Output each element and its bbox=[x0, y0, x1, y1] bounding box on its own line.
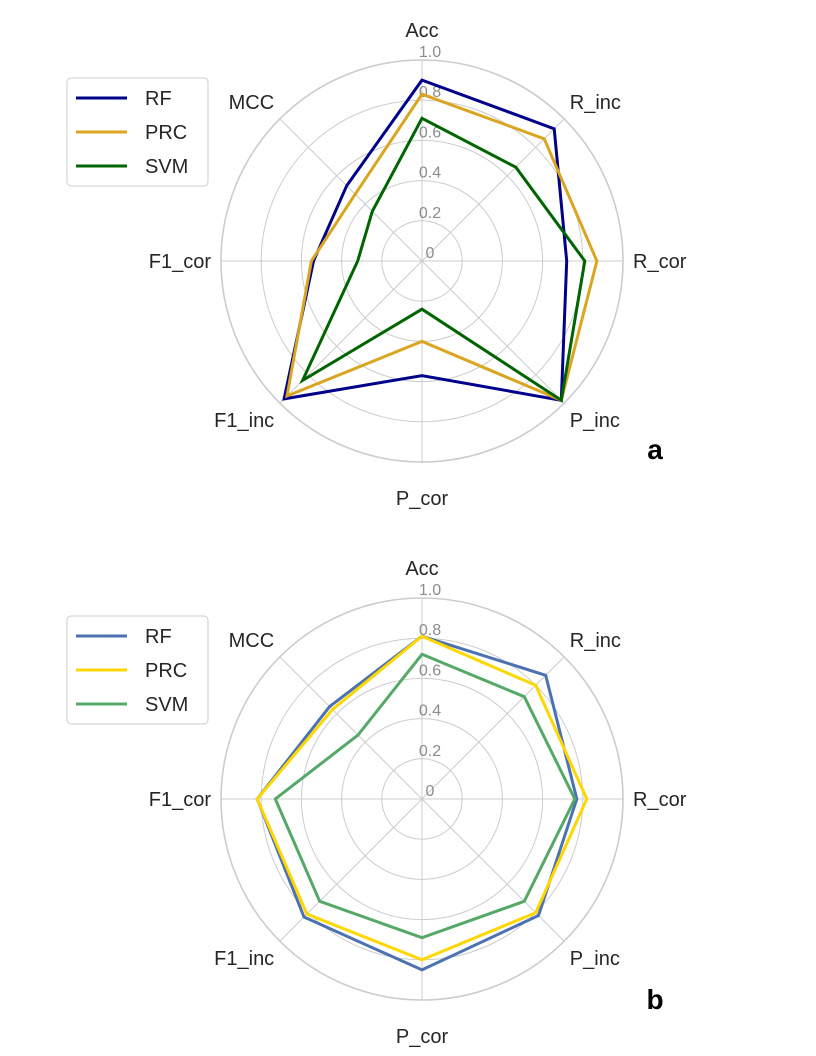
spoke-line bbox=[421, 798, 565, 942]
series-line-prc bbox=[285, 92, 599, 403]
radial-tick-label: 0.8 bbox=[419, 622, 441, 639]
radial-tick-label: 1.0 bbox=[419, 44, 441, 61]
radial-tick-label: 0.2 bbox=[419, 743, 441, 760]
axis-label-p-cor: P_cor bbox=[396, 1026, 449, 1048]
radial-tick-label: 0 bbox=[426, 245, 435, 262]
axis-label-p-inc: P_inc bbox=[570, 948, 620, 970]
radial-tick-label: 0.2 bbox=[419, 205, 441, 222]
axis-label-mcc: MCC bbox=[229, 630, 275, 652]
axis-label-acc: Acc bbox=[405, 558, 438, 580]
panel-label: b bbox=[646, 984, 663, 1015]
legend-box bbox=[66, 77, 209, 187]
axis-label-r-inc: R_inc bbox=[570, 630, 621, 652]
series-line-prc bbox=[255, 634, 589, 962]
legend: RF PRC SVM bbox=[66, 77, 209, 187]
axis-label-f1-inc: F1_inc bbox=[214, 948, 274, 970]
legend-entry-svm: SVM bbox=[145, 694, 188, 716]
panel-label: a bbox=[647, 434, 663, 465]
radial-tick-label: 0.4 bbox=[419, 165, 441, 182]
axis-label-r-inc: R_inc bbox=[570, 92, 621, 114]
legend-entry-prc: PRC bbox=[145, 122, 187, 144]
axis-label-r-cor: R_cor bbox=[633, 789, 687, 811]
axis-label-mcc: MCC bbox=[229, 92, 275, 114]
series-line-svm bbox=[299, 116, 587, 403]
spoke-line bbox=[279, 798, 423, 942]
spoke-line bbox=[421, 118, 565, 262]
legend: RF PRC SVM bbox=[66, 615, 209, 725]
radial-tick-label: 1.0 bbox=[419, 582, 441, 599]
radial-tick-label: 0 bbox=[426, 783, 435, 800]
axis-label-f1-cor: F1_cor bbox=[149, 789, 212, 811]
radar-panel-a: 0 0.2 0.4 0.6 0.8 1.0 Acc R_inc R_cor P_inc P_cor F… bbox=[66, 20, 687, 510]
series-line-rf bbox=[255, 634, 579, 972]
spoke-line bbox=[421, 656, 565, 800]
radial-tick-label: 0.4 bbox=[419, 703, 441, 720]
series-line-svm bbox=[273, 652, 577, 940]
legend-entry-rf: RF bbox=[145, 626, 172, 648]
legend-entry-rf: RF bbox=[145, 88, 172, 110]
legend-entry-svm: SVM bbox=[145, 156, 188, 178]
axis-label-r-cor: R_cor bbox=[633, 251, 687, 273]
radial-tick-label: 0.6 bbox=[419, 124, 441, 141]
radial-tick-label: 0.8 bbox=[419, 84, 441, 101]
axis-label-p-inc: P_inc bbox=[570, 410, 620, 432]
axis-label-f1-inc: F1_inc bbox=[214, 410, 274, 432]
radial-tick-label: 0.6 bbox=[419, 662, 441, 679]
axis-label-f1-cor: F1_cor bbox=[149, 251, 212, 273]
axis-label-acc: Acc bbox=[405, 20, 438, 42]
spoke-line bbox=[279, 118, 423, 262]
axis-label-p-cor: P_cor bbox=[396, 488, 449, 510]
legend-entry-prc: PRC bbox=[145, 660, 187, 682]
spoke-line bbox=[279, 656, 423, 800]
spoke-line bbox=[421, 260, 565, 404]
radar-panel-b: 0 0.2 0.4 0.6 0.8 1.0 Acc R_inc R_cor P_inc P_cor F… bbox=[66, 558, 687, 1048]
legend-box bbox=[66, 615, 209, 725]
